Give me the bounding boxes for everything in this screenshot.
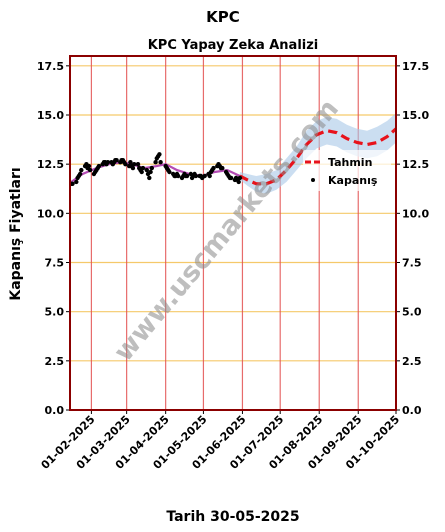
close-point — [105, 160, 111, 165]
y-tick-label-right: 0.0 — [402, 404, 422, 417]
legend-box — [303, 150, 391, 191]
legend-close-label: Kapanış — [328, 174, 378, 187]
y-tick-label-right: 17.5 — [402, 60, 429, 73]
chart-title: KPC — [206, 8, 240, 26]
close-point — [148, 169, 153, 175]
y-tick-label-left: 2.5 — [45, 355, 65, 368]
y-tick-label-left: 12.5 — [37, 158, 64, 171]
close-point — [207, 173, 212, 179]
y-tick-label-right: 5.0 — [402, 306, 422, 319]
close-point — [135, 162, 141, 167]
y-tick-label-right: 15.0 — [402, 109, 429, 122]
close-point — [77, 171, 83, 177]
y-tick-label-right: 7.5 — [402, 257, 422, 270]
close-point — [140, 165, 146, 171]
chart-subtitle: KPC Yapay Zeka Analizi — [148, 38, 319, 53]
y-tick-label-left: 15.0 — [37, 109, 64, 122]
close-point — [144, 167, 149, 173]
close-point — [236, 179, 241, 185]
y-tick-label-right: 10.0 — [402, 207, 429, 220]
forecast-line — [239, 127, 398, 186]
y-tick-label-right: 2.5 — [402, 355, 422, 368]
forecast-confidence-band — [239, 113, 396, 194]
close-point — [157, 152, 162, 157]
close-point — [167, 169, 172, 175]
y-axis-label: Kapanış Fiyatları — [8, 167, 24, 300]
y-tick-label-left: 5.0 — [45, 306, 65, 319]
y-tick-label-left: 7.5 — [45, 257, 65, 270]
close-point — [74, 179, 79, 185]
close-point — [114, 158, 119, 163]
close-point — [228, 175, 234, 181]
close-point — [86, 163, 92, 169]
close-point — [184, 173, 190, 179]
y-tick-label-left: 10.0 — [37, 207, 64, 220]
close-point — [139, 169, 144, 175]
plot-area: 0.0 0.0 2.5 2.5 5.0 5.0 7.5 7.5 10.0 10.0 12.5 12.5… — [37, 55, 429, 472]
close-point — [211, 165, 216, 171]
close-point — [123, 162, 128, 167]
close-point — [96, 163, 102, 169]
close-point — [70, 181, 75, 186]
close-point — [193, 173, 199, 179]
close-point — [79, 167, 84, 173]
close-point — [220, 165, 225, 171]
close-point — [149, 165, 154, 171]
close-point — [176, 173, 181, 179]
y-tick-label-right: 12.5 — [402, 158, 429, 171]
close-point — [87, 167, 93, 173]
close-point — [132, 162, 137, 167]
close-point — [130, 165, 136, 171]
close-point — [202, 173, 207, 179]
close-point — [153, 160, 158, 165]
legend: Tahmin Kapanış — [303, 150, 391, 191]
legend-close-swatch — [311, 178, 315, 182]
plot-frame — [69, 55, 397, 411]
legend-forecast-label: Tahmin — [328, 156, 372, 169]
y-tick-label-left: 0.0 — [45, 404, 65, 417]
close-point — [147, 175, 152, 181]
close-point — [158, 160, 163, 165]
close-point — [237, 175, 243, 181]
close-point — [128, 160, 133, 165]
y-tick-label-left: 17.5 — [37, 60, 64, 73]
x-axis-label: Tarih 30-05-2025 — [166, 509, 299, 525]
